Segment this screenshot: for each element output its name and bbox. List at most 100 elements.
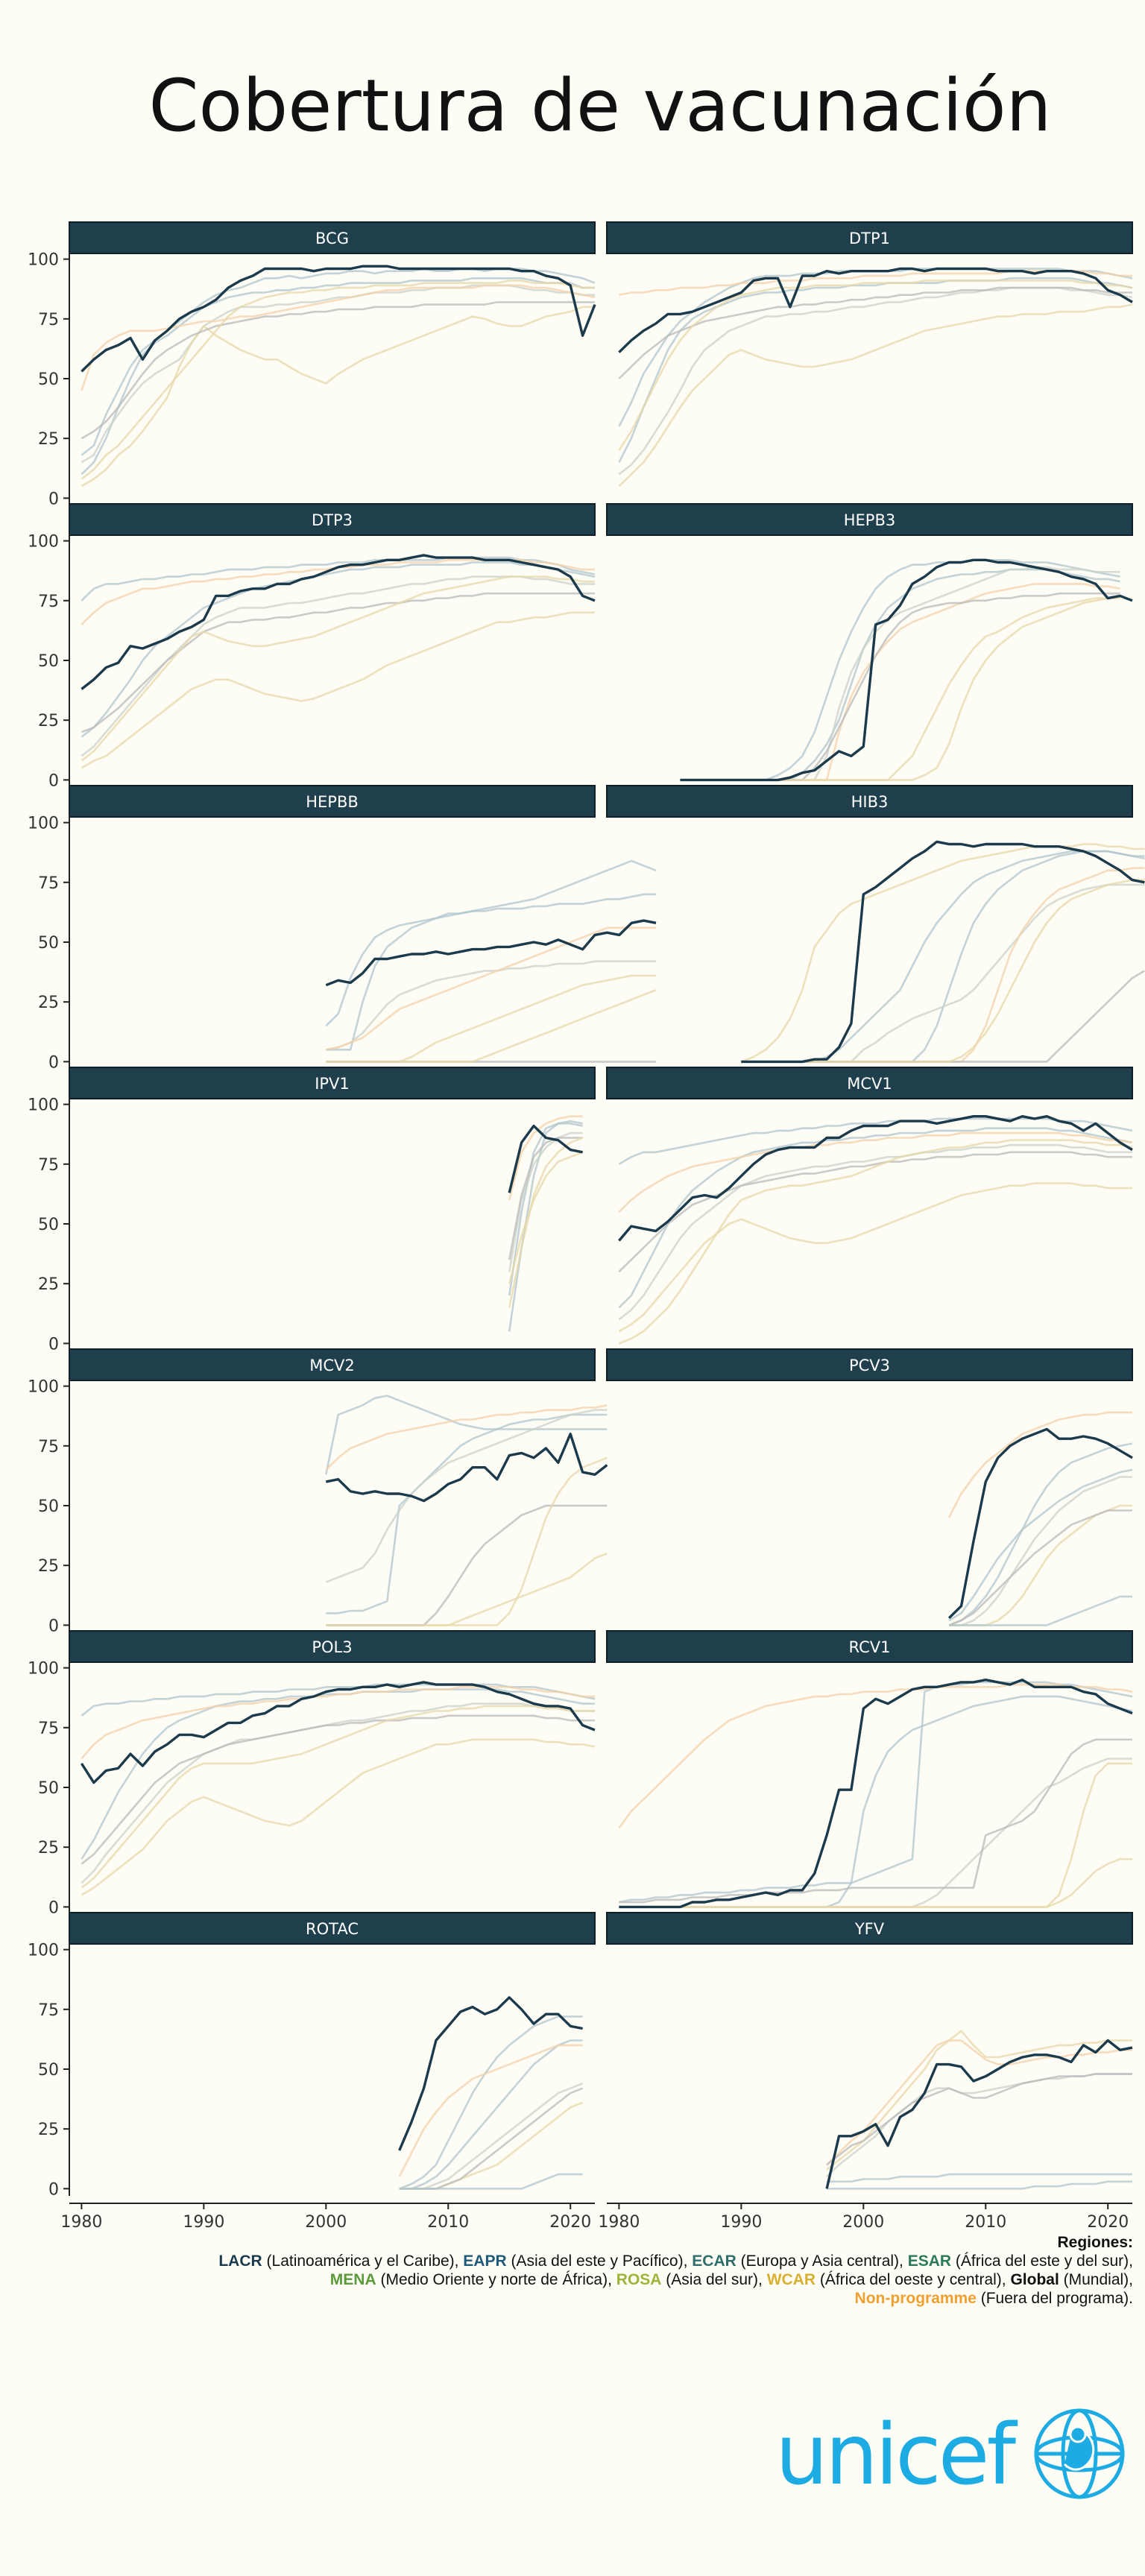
series-line-region-6 bbox=[766, 592, 1120, 781]
panel-header bbox=[606, 503, 1133, 536]
series-line-region-5 bbox=[947, 1411, 1132, 1518]
series-line-region-5 bbox=[81, 1686, 595, 1760]
series-line-region-7 bbox=[81, 575, 595, 762]
panel-title: MCV1 bbox=[847, 1075, 892, 1093]
y-tick-label: 0 bbox=[48, 1053, 59, 1072]
series-line-global bbox=[80, 1681, 596, 1784]
series-line-region-1 bbox=[618, 1117, 1133, 1165]
panel-hib3: HIB3 bbox=[606, 785, 1145, 1064]
series-line-region-6 bbox=[81, 592, 595, 733]
series-line-region-4 bbox=[81, 1738, 596, 1896]
series-line-global bbox=[325, 919, 657, 987]
series-line-region-4 bbox=[740, 843, 1145, 1063]
series-line-region-3 bbox=[325, 1409, 608, 1583]
series-line-region-1 bbox=[325, 1395, 608, 1475]
y-tick-label: 100 bbox=[28, 251, 59, 270]
panel-hepbb: HEPBB 0 25 50 75 100 bbox=[28, 785, 657, 1072]
y-tick-label: 25 bbox=[38, 2121, 59, 2139]
series-line-region-4 bbox=[81, 306, 595, 487]
panel-rcv1: RCV1 bbox=[606, 1630, 1133, 1909]
series-line-region-2 bbox=[81, 277, 595, 476]
panel-title: DTP1 bbox=[849, 230, 890, 247]
y-tick-label: 75 bbox=[38, 311, 59, 329]
x-tick-label: 2010 bbox=[965, 2213, 1006, 2232]
panel-rotac: ROTAC 0 25 50 75 100 1980 1990 2000 2010 2020 bbox=[28, 1912, 596, 2232]
series-line-region-7 bbox=[399, 2173, 583, 2190]
x-tick-label: 1980 bbox=[598, 2213, 640, 2232]
legend-desc: (Asia del sur), bbox=[661, 2271, 767, 2288]
series-line-region-4 bbox=[618, 303, 1133, 487]
series-line-region-4 bbox=[326, 1552, 608, 1626]
y-tick-label: 100 bbox=[28, 533, 59, 552]
series-line-region-2 bbox=[741, 850, 1145, 1063]
y-tick-label: 25 bbox=[38, 430, 59, 449]
series-line-global bbox=[680, 558, 1133, 782]
page-title: Cobertura de vacunación bbox=[148, 64, 1052, 148]
y-tick-label: 0 bbox=[48, 1335, 59, 1354]
series-line-region-4 bbox=[508, 1151, 584, 1284]
y-tick-label: 0 bbox=[48, 1617, 59, 1635]
x-tick-label: 2020 bbox=[549, 2213, 591, 2232]
legend-desc: (Asia del este y Pacífico), bbox=[506, 2253, 693, 2270]
series-line-region-3 bbox=[81, 575, 595, 757]
x-tick-label: 1990 bbox=[183, 2213, 224, 2232]
series-line-region-5 bbox=[81, 284, 596, 391]
x-tick-label: 2020 bbox=[1087, 2213, 1129, 2232]
series-line-region-2 bbox=[81, 561, 596, 738]
panel-pol3: POL3 0 25 50 75 100 bbox=[28, 1630, 596, 1917]
panel-title: MCV2 bbox=[309, 1357, 355, 1374]
panel-title: HEPBB bbox=[306, 793, 359, 811]
series-line-region-3 bbox=[618, 1143, 1132, 1321]
series-line-region-1 bbox=[741, 850, 1145, 1063]
panel-title: RCV1 bbox=[849, 1638, 891, 1656]
series-line-region-7 bbox=[81, 280, 595, 480]
legend-code-global: Global bbox=[1010, 2271, 1059, 2288]
legend-desc: (Mundial), bbox=[1059, 2271, 1133, 2288]
series-line-region-5 bbox=[618, 1683, 1133, 1829]
y-tick-label: 25 bbox=[38, 1557, 59, 1576]
panel-yfv: YFV 1980 1990 2000 2010 2020 bbox=[598, 1912, 1133, 2232]
legend-desc: (Fuera del programa). bbox=[976, 2290, 1133, 2307]
y-tick-label: 25 bbox=[38, 1275, 59, 1294]
series-line-region-5 bbox=[618, 1131, 1133, 1213]
series-line-global bbox=[825, 2039, 1133, 2189]
panel-title: YFV bbox=[854, 1920, 885, 1938]
legend-desc: (Latinoamérica y el Caribe), bbox=[262, 2253, 464, 2270]
legend-line-1: LACR (Latinoamérica y el Caribe), EAPR (… bbox=[45, 2252, 1133, 2270]
series-line-region-3 bbox=[399, 2082, 584, 2190]
series-line-region-7 bbox=[741, 879, 1145, 1063]
y-tick-label: 75 bbox=[38, 2001, 59, 2020]
series-line-region-7 bbox=[508, 1137, 584, 1308]
series-line-region-1 bbox=[325, 859, 657, 1027]
legend-desc: (África del este y del sur), bbox=[951, 2253, 1133, 2270]
series-line-region-7 bbox=[81, 1705, 595, 1889]
series-line-region-7 bbox=[618, 1139, 1133, 1345]
panel-header bbox=[69, 1912, 596, 1945]
panel-title: BCG bbox=[315, 230, 349, 247]
y-tick-label: 50 bbox=[38, 652, 59, 671]
series-line-region-1 bbox=[948, 1468, 1133, 1622]
series-line-region-1 bbox=[765, 558, 1120, 781]
legend-line-2: MENA (Medio Oriente y norte de África), … bbox=[45, 2270, 1133, 2289]
x-tick-label: 2010 bbox=[427, 2213, 469, 2232]
y-tick-label: 100 bbox=[28, 1942, 59, 1960]
x-tick-label: 2000 bbox=[842, 2213, 884, 2232]
y-tick-label: 25 bbox=[38, 712, 59, 730]
legend-code-non-programme: Non-programme bbox=[854, 2290, 977, 2307]
series-line-global bbox=[398, 1996, 583, 2151]
y-tick-label: 0 bbox=[48, 2180, 59, 2199]
panel-header bbox=[69, 1067, 596, 1099]
y-tick-label: 100 bbox=[28, 1660, 59, 1679]
series-line-global bbox=[947, 1427, 1133, 1620]
legend-desc: (Medio Oriente y norte de África), bbox=[376, 2271, 616, 2288]
series-line-region-1 bbox=[399, 2015, 583, 2190]
panel-title: POL3 bbox=[312, 1638, 352, 1656]
unicef-emblem-icon bbox=[1034, 2408, 1125, 2499]
series-line-region-2 bbox=[326, 1413, 608, 1614]
y-tick-label: 75 bbox=[38, 874, 59, 893]
series-line-region-3 bbox=[826, 2030, 1132, 2171]
series-line-region-3 bbox=[766, 566, 1120, 781]
panel-header bbox=[606, 1348, 1133, 1381]
series-line-region-4 bbox=[81, 611, 595, 769]
